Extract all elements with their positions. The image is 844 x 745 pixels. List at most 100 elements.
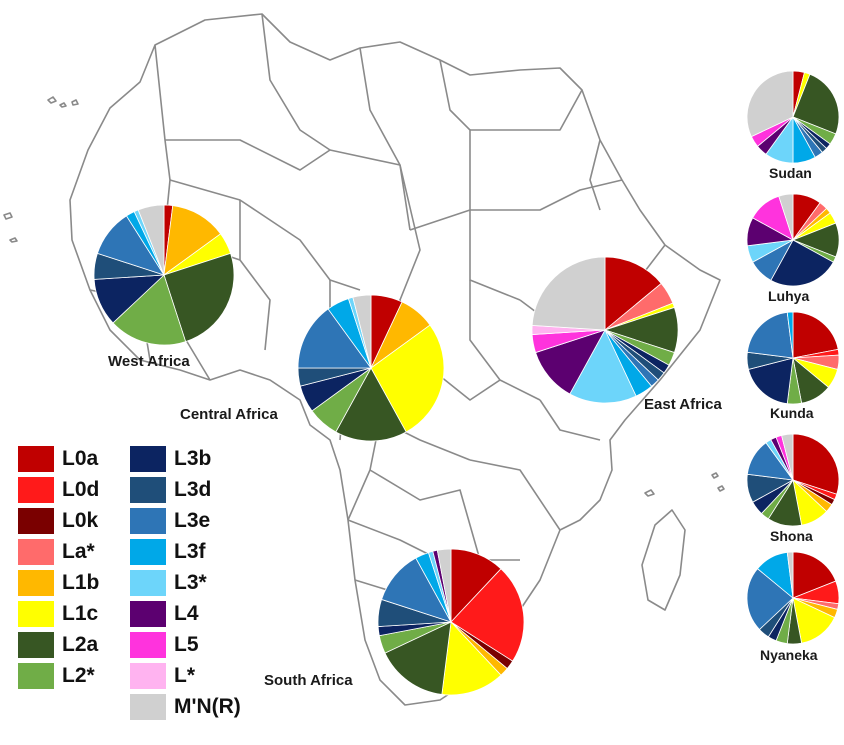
- legend-swatch: [130, 694, 166, 720]
- border-line: [165, 139, 401, 171]
- legend-item-l0d: L0d: [18, 477, 99, 503]
- pie-slice-l1c: [370, 324, 445, 433]
- label-shona: Shona: [770, 528, 813, 544]
- pie-slice-mnr: [778, 193, 794, 241]
- legend-item-l3e: L3e: [130, 508, 210, 534]
- pie-slice-l2a: [792, 73, 840, 135]
- legend-swatch: [130, 508, 166, 534]
- legend-label: L2a: [62, 633, 99, 656]
- legend-swatch: [130, 663, 166, 689]
- border-line: [589, 139, 601, 211]
- legend-swatch: [18, 632, 54, 658]
- border-line: [369, 469, 520, 561]
- legend-item-l3d: L3d: [130, 477, 211, 503]
- legend-label: L3e: [174, 509, 211, 532]
- pie-slice-l2: [112, 274, 187, 346]
- label-central-africa: Central Africa: [180, 406, 278, 423]
- legend-label: La*: [62, 540, 95, 563]
- legend-swatch: [18, 446, 54, 472]
- legend-swatch: [18, 508, 54, 534]
- legend-item-l5: L5: [130, 632, 199, 658]
- pie-slice-mnr: [137, 204, 165, 276]
- pie-slice-l2a: [163, 252, 235, 343]
- border-line: [261, 13, 331, 151]
- border-line: [469, 280, 541, 401]
- label-kunda: Kunda: [770, 405, 814, 421]
- pie-slice-l0a: [604, 256, 662, 331]
- legend-swatch: [130, 539, 166, 565]
- label-south-africa: South Africa: [264, 672, 353, 689]
- pie-east-africa: [531, 256, 679, 404]
- border-line: [439, 59, 471, 210]
- legend-swatch: [18, 539, 54, 565]
- pie-slice-mnr: [746, 70, 794, 138]
- legend-item-l4: L4: [130, 601, 199, 627]
- pie-slice-l0d: [450, 568, 525, 662]
- pie-slice-l0a: [792, 433, 840, 495]
- legend-swatch: [18, 663, 54, 689]
- legend-label: L*: [174, 664, 195, 687]
- border-line: [154, 44, 171, 231]
- legend-item-l2a: L2a: [18, 632, 98, 658]
- legend-swatch: [130, 446, 166, 472]
- legend-item-l0k: L0k: [18, 508, 98, 534]
- pie-slice-mnr: [786, 551, 794, 599]
- border-line: [169, 179, 361, 291]
- pie-central-africa: [297, 294, 445, 442]
- legend-label: L2*: [62, 664, 95, 687]
- pie-slice-l3: [569, 329, 637, 404]
- island-outline: [3, 212, 18, 243]
- pie-slice-l3e: [746, 311, 794, 359]
- pie-slice-l0a: [792, 311, 839, 359]
- border-line: [469, 459, 561, 531]
- legend-label: L1b: [62, 571, 100, 594]
- madagascar-outline: [641, 509, 686, 611]
- pie-south-africa: [377, 548, 525, 696]
- legend-label: L0a: [62, 447, 99, 470]
- pie-sudan: [746, 70, 840, 164]
- legend-swatch: [130, 570, 166, 596]
- pie-shona: [746, 433, 840, 527]
- legend-label: M'N(R): [174, 695, 241, 718]
- pie-nyaneka: [746, 551, 840, 645]
- pie-slice-mnr: [531, 256, 606, 331]
- pie-slice-l3e: [746, 568, 794, 631]
- label-luhya: Luhya: [768, 288, 810, 304]
- pie-west-africa: [93, 204, 235, 346]
- legend-label: L5: [174, 633, 199, 656]
- legend-swatch: [130, 632, 166, 658]
- legend-label: L4: [174, 602, 199, 625]
- pie-slice-l3b: [770, 239, 834, 287]
- legend-swatch: [18, 477, 54, 503]
- legend-item-la: La*: [18, 539, 95, 565]
- label-east-africa: East Africa: [644, 396, 722, 413]
- legend-swatch: [18, 601, 54, 627]
- pie-luhya: [746, 193, 840, 287]
- border-line: [470, 179, 623, 211]
- island-outline: [47, 96, 79, 108]
- legend-item-l1b: L1b: [18, 570, 99, 596]
- pie-slice-mnr: [352, 294, 372, 369]
- legend-swatch: [130, 477, 166, 503]
- pie-slice-l2a: [384, 621, 452, 695]
- legend-label: L3f: [174, 540, 206, 563]
- pie-slice-l2a: [335, 367, 407, 442]
- pie-kunda: [746, 311, 840, 405]
- legend-label: L3d: [174, 478, 212, 501]
- legend-label: L1c: [62, 602, 99, 625]
- pie-slice-l3e: [297, 308, 372, 369]
- pie-slice-mnr: [781, 433, 794, 481]
- pie-slice-l3b: [747, 357, 794, 405]
- legend-item-lstar: L*: [130, 663, 195, 689]
- pie-slice-l3f: [786, 311, 794, 359]
- legend-item-l1c: L1c: [18, 601, 98, 627]
- legend-label: L0k: [62, 509, 99, 532]
- legend-item-mnr: M'N(R): [130, 694, 241, 720]
- legend-item-l3star: L3*: [130, 570, 207, 596]
- legend-label: L3b: [174, 447, 212, 470]
- label-sudan: Sudan: [769, 165, 812, 181]
- pie-slice-l1b: [163, 205, 222, 276]
- continent-outline: [69, 13, 721, 706]
- legend-swatch: [130, 601, 166, 627]
